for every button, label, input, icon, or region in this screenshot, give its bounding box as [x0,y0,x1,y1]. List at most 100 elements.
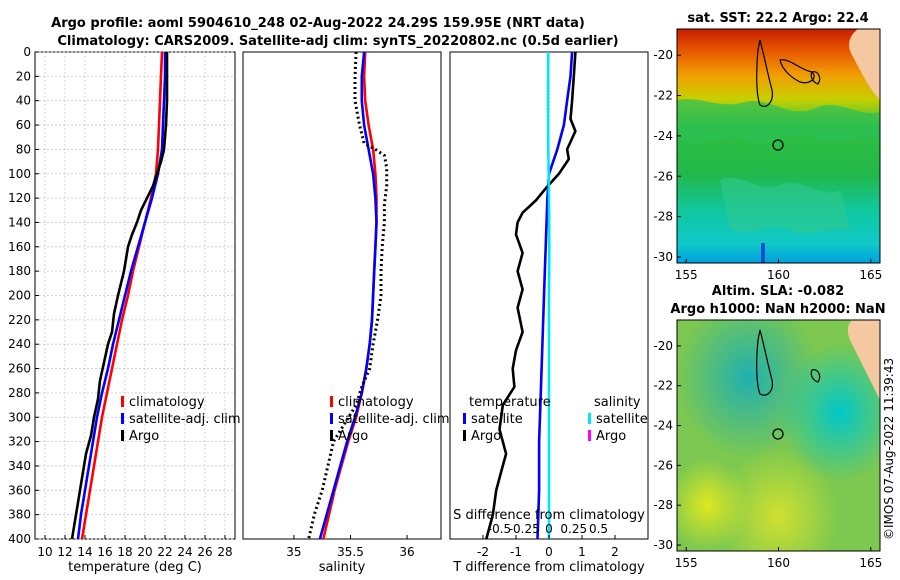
y-tick-label: 0 [23,45,31,59]
legend-swatch [588,413,591,424]
x-tick-label: 2 [611,545,619,559]
sst-cold-pixel [761,243,765,263]
difference-legend: temperature satellite Argo salinity satellit… [463,395,648,444]
map-x-tick-label: 165 [859,268,882,282]
legend-swatch [330,396,333,407]
y-tick-label: 60 [16,118,31,132]
y-tick-label: 20 [16,69,31,83]
sla-land [847,320,880,400]
y-tick-label: 260 [8,362,31,376]
legend-label: satellite-adj. clim [129,412,241,427]
x-tick-label: 36 [399,545,414,559]
y-tick-label: 100 [8,167,31,181]
sst-cool-patch [720,177,850,234]
sst-front [677,98,880,144]
x-tick-label: 35.5 [337,545,364,559]
legend-swatch [121,396,124,407]
x-tick-label: 18 [117,545,132,559]
legend-swatch [588,430,591,441]
map-y-tick-label: -26 [653,169,673,183]
legend-swatch [330,413,333,424]
map-y-tick-label: -22 [653,379,673,393]
x-tick-label: 28 [217,545,232,559]
map-y-tick-label: -24 [653,129,673,143]
legend-swatch [121,430,124,441]
map-y-tick-label: -26 [653,458,673,472]
y-tick-label: 300 [8,410,31,424]
sst-reef-outline [756,39,773,107]
sst-land [849,29,880,100]
legend-label: Argo [471,429,501,444]
sla-map-subtitle: Argo h1000: NaN h2000: NaN [670,302,885,317]
map-x-tick-label: 155 [675,556,698,570]
temperature-panel: 10 12 14 16 18 20 22 24 26 2802040608010012014016… [8,45,241,575]
sst-reef-outline-2 [779,59,815,84]
y-tick-label: 400 [8,532,31,546]
x-tick-label: 22 [157,545,172,559]
y-tick-label: 280 [8,386,31,400]
sla-reef-outline [756,329,773,396]
sla-map-title: Altim. SLA: -0.082 [712,284,844,299]
y-tick-label: 380 [8,508,31,522]
y-tick-label: 240 [8,337,31,351]
difference-ticks: -2 -1 0 1 2 -0.5-0.25 0 0.25 0.5 [477,522,619,559]
legend-title: salinity [594,395,641,410]
legend-label: satellite-adj. clim [338,412,450,427]
legend-title: temperature [469,395,551,410]
series-temperature-argo [485,51,577,540]
y-tick-label: 200 [8,289,31,303]
legend-swatch [121,413,124,424]
series-salinity-satellite [546,51,551,539]
salinity-panel: 35 35.5 36 climatology satellite-adj. clim A… [242,51,450,575]
x2-tick-label: 0 [545,522,553,536]
x2-tick-label: -0.5 [488,522,511,536]
legend-label: satellite [471,412,523,427]
y-tick-label: 340 [8,459,31,473]
legend-label: climatology [338,395,414,410]
temperature-legend: climatology satellite-adj. clim Argo [121,395,241,444]
y-tick-label: 320 [8,435,31,449]
salinity-difference-xlabel: S difference from climatology [453,508,645,523]
map-y-tick-label: -20 [653,48,673,62]
x-tick-label: 24 [177,545,192,559]
salinity-series [307,51,389,540]
legend-label: Argo [338,429,368,444]
legend-label: Argo [129,429,159,444]
imos-credit: ©IMOS 07-Aug-2022 11:39:43 [882,358,896,540]
map-y-tick-label: -24 [653,419,673,433]
temperature-series [70,51,169,540]
x-tick-label: 14 [77,545,92,559]
sst-argo-marker [772,139,784,151]
difference-series [485,51,577,540]
series-satellite-adj-clim [76,52,167,540]
x-tick-label: 16 [97,545,112,559]
y-tick-label: 180 [8,264,31,278]
sla-high-patch-2 [677,320,880,551]
salinity-legend: climatology satellite-adj. clim Argo [330,395,450,444]
x2-tick-label: -0.25 [509,522,540,536]
map-y-tick-label: -20 [653,339,673,353]
legend-label: Argo [596,429,626,444]
temperature-ticks: 10 12 14 16 18 20 22 24 26 2802040608010012014016… [8,45,233,559]
x-tick-label: 0 [545,545,553,559]
temperature-difference-xlabel: T difference from climatology [452,560,645,575]
map-y-tick-label: -28 [653,498,673,512]
y-tick-label: 220 [8,313,31,327]
temperature-grid [35,51,235,540]
figure-title-line2: Climatology: CARS2009. Satellite-adj cli… [57,34,618,49]
difference-panel: -2 -1 0 1 2 -0.5-0.25 0 0.25 0.5 temperature sate… [449,51,649,575]
legend-label: climatology [129,395,205,410]
y-tick-label: 40 [16,94,31,108]
x-tick-label: -1 [510,545,522,559]
y-tick-label: 360 [8,483,31,497]
series-climatology [80,51,164,540]
y-tick-label: 160 [8,240,31,254]
x-tick-label: 10 [37,545,52,559]
legend-swatch [463,413,466,424]
map-y-tick-label: -28 [653,210,673,224]
map-x-tick-label: 165 [859,556,882,570]
salinity-xlabel: salinity [319,560,366,575]
sla-map-ticks: 155 160 165 -20 -22 -24 -26 -28 -30 [653,339,882,570]
sst-field [677,29,880,263]
